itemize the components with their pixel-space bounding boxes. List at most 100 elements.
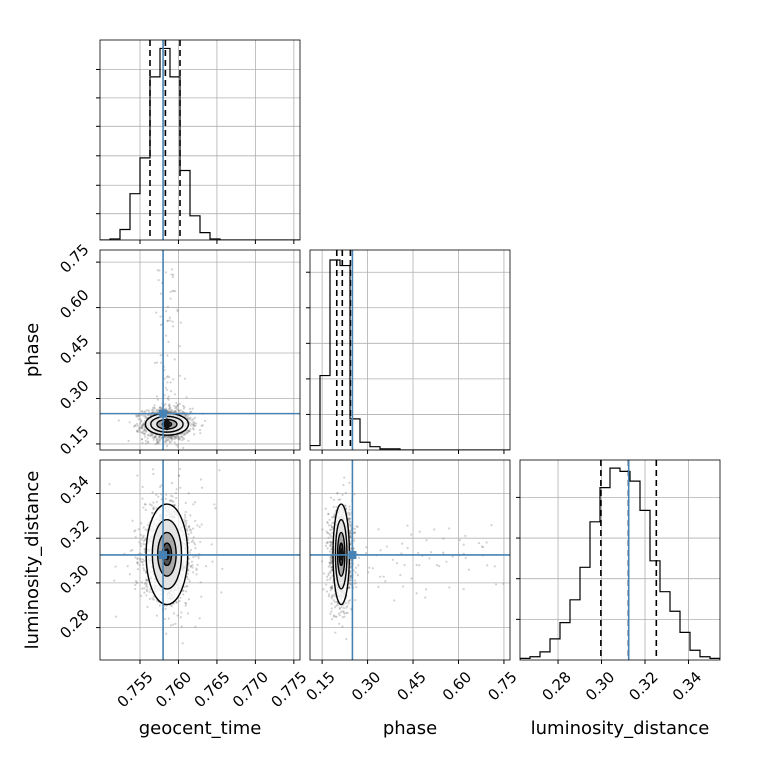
- sample-point: [146, 433, 149, 437]
- scatter-phase_vs_geocent_time-frame: [99, 249, 301, 451]
- sample-point: [184, 415, 187, 418]
- sample-point: [199, 540, 202, 544]
- sample-point: [201, 424, 204, 427]
- sample-point: [175, 401, 178, 404]
- sample-point: [136, 561, 139, 564]
- sample-point: [185, 431, 188, 435]
- sample-point: [170, 273, 173, 276]
- sample-point: [132, 708, 134, 710]
- sample-point: [192, 503, 195, 506]
- histogram-phase: [310, 259, 510, 450]
- sample-point: [182, 404, 185, 407]
- sample-point: [142, 563, 145, 567]
- sample-point: [186, 431, 189, 435]
- sample-point: [195, 573, 198, 576]
- sample-point: [330, 557, 333, 560]
- sample-point: [114, 615, 118, 618]
- sample-point: [174, 409, 177, 413]
- sample-point: [136, 474, 139, 477]
- sample-point: [187, 557, 191, 561]
- sample-point: [170, 437, 173, 440]
- sample-point: [348, 512, 351, 515]
- sample-point: [175, 496, 178, 500]
- sample-point: [131, 548, 134, 552]
- sample-point: [174, 622, 177, 625]
- sample-point: [347, 519, 350, 522]
- sample-point: [328, 561, 332, 564]
- sample-point: [339, 610, 343, 614]
- sample-point: [145, 442, 148, 445]
- sample-point: [169, 624, 172, 627]
- sample-point: [331, 521, 334, 525]
- sample-point: [347, 599, 350, 603]
- sample-point: [158, 438, 161, 441]
- sample-point: [186, 415, 189, 419]
- sample-point: [355, 525, 358, 528]
- sample-point: [185, 590, 188, 593]
- sample-point: [169, 410, 172, 413]
- sample-point: [330, 543, 333, 546]
- sample-point: [155, 311, 158, 314]
- sample-point: [184, 510, 187, 514]
- sample-point: [221, 567, 224, 571]
- sample-point: [136, 581, 139, 585]
- sample-point: [168, 404, 171, 407]
- sample-point: [135, 415, 138, 418]
- sample-point: [330, 610, 333, 613]
- sample-point: [138, 427, 141, 430]
- sample-point: [155, 500, 159, 504]
- sample-point: [171, 325, 175, 328]
- sample-point: [183, 413, 186, 417]
- sample-point: [192, 571, 195, 574]
- sample-point: [174, 436, 178, 440]
- sample-point: [134, 556, 137, 559]
- sample-point: [329, 496, 332, 499]
- sample-point: [353, 531, 356, 535]
- sample-point: [188, 551, 192, 554]
- sample-point: [347, 517, 351, 520]
- sample-point: [160, 437, 163, 440]
- sample-point: [144, 508, 147, 512]
- sample-point: [174, 435, 177, 439]
- sample-point: [320, 560, 324, 563]
- sample-point: [181, 411, 184, 414]
- sample-point: [331, 584, 334, 588]
- sample-point: [170, 435, 173, 439]
- sample-point: [329, 562, 332, 565]
- sample-point: [143, 582, 147, 585]
- sample-point: [338, 607, 341, 611]
- sample-point: [193, 416, 197, 419]
- sample-point: [192, 428, 195, 431]
- sample-point: [146, 586, 149, 589]
- sample-point: [330, 566, 334, 569]
- sample-point: [324, 507, 327, 510]
- sample-point: [187, 492, 190, 495]
- sample-point: [150, 504, 153, 507]
- sample-point: [141, 427, 144, 430]
- sample-point: [448, 527, 451, 530]
- sample-point: [135, 429, 139, 433]
- sample-point: [349, 582, 352, 585]
- sample-point: [344, 491, 348, 494]
- sample-point: [179, 467, 182, 471]
- x-tick-label: 0.30: [582, 668, 618, 704]
- x-tick-label: 0.770: [229, 668, 272, 711]
- sample-point: [166, 388, 169, 392]
- sample-point: [190, 419, 193, 422]
- sample-point: [143, 548, 146, 551]
- sample-point: [136, 430, 139, 433]
- sample-point: [329, 555, 332, 558]
- sample-point: [211, 560, 214, 563]
- sample-point: [330, 587, 333, 590]
- sample-point: [340, 606, 343, 609]
- sample-point: [337, 498, 340, 501]
- sample-point: [367, 571, 370, 574]
- sample-point: [328, 550, 332, 553]
- sample-point: [173, 438, 176, 441]
- sample-point: [147, 409, 151, 412]
- sample-point: [329, 576, 332, 579]
- sample-point: [138, 563, 141, 567]
- sample-point: [391, 558, 394, 561]
- sample-point: [348, 481, 351, 484]
- scatter-points: [117, 268, 207, 449]
